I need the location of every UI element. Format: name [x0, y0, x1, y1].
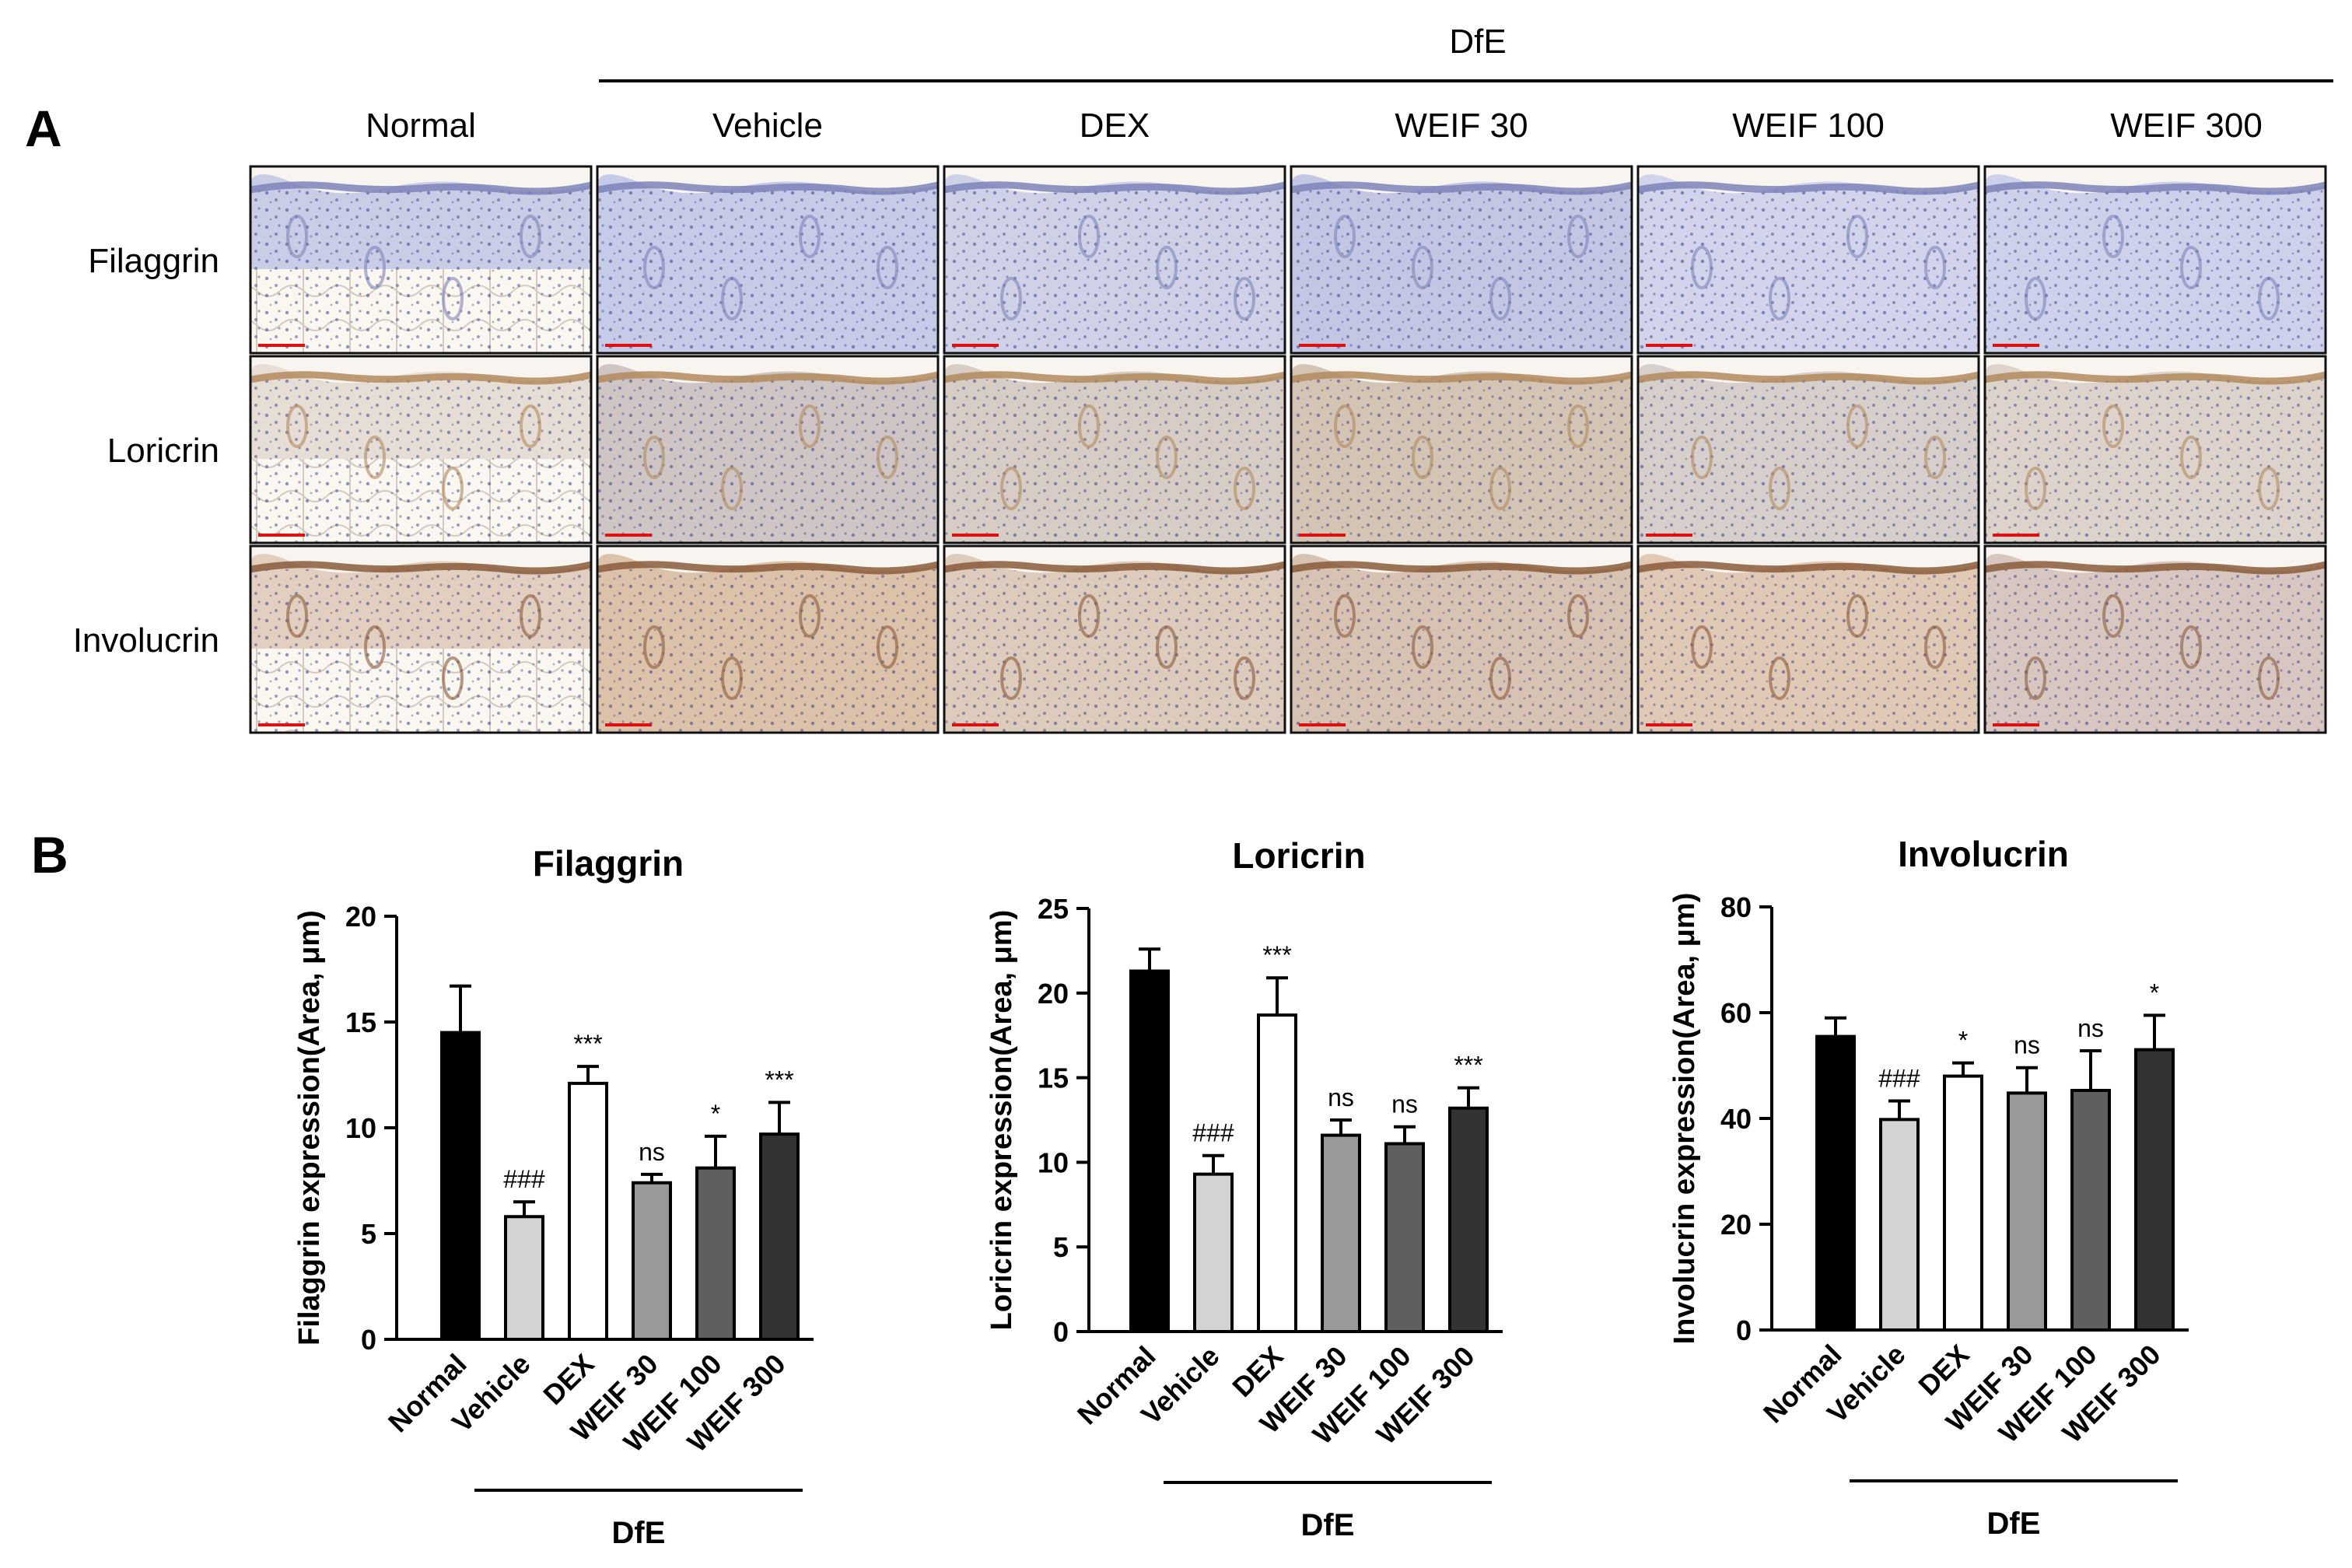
micrograph-tile — [1983, 355, 2327, 544]
significance-label: *** — [765, 1066, 793, 1094]
bar — [1943, 1074, 1983, 1332]
bar — [1193, 1172, 1234, 1333]
micrograph-tile — [943, 544, 1286, 734]
y-tick-label: 10 — [1038, 1146, 1069, 1178]
y-tick-label: 15 — [345, 1006, 376, 1038]
group-label: DfE — [612, 1516, 666, 1550]
bar-charts: Filaggrin 0 5 10 15 20 Filaggrin expression(Ar… — [293, 834, 2189, 1550]
significance-label: * — [711, 1100, 720, 1128]
significance-label: ### — [503, 1165, 545, 1193]
chart-title: Involucrin — [1898, 834, 2069, 874]
bar — [1815, 1034, 1856, 1332]
y-tick-label: 15 — [1038, 1062, 1069, 1094]
group-label: DfE — [1301, 1508, 1355, 1542]
panel-b: B Filaggrin 0 5 10 15 20 Filaggrin expression(… — [31, 826, 2189, 1550]
panel-a-group-label: DfE — [1449, 23, 1506, 61]
y-tick-label: 80 — [1720, 891, 1752, 923]
y-tick-label: 25 — [1038, 893, 1069, 925]
column-labels: Normal Vehicle DEX WEIF 30 WEIF 100 WEIF 300 — [366, 107, 2263, 145]
significance-label: ns — [1391, 1090, 1418, 1118]
chart-title: Loricrin — [1232, 835, 1365, 876]
micrograph-tile — [249, 165, 593, 355]
significance-label: ns — [2077, 1014, 2104, 1042]
micrograph-tile — [249, 544, 593, 734]
bar — [1257, 1013, 1297, 1333]
bar — [1448, 1106, 1489, 1333]
column-label: Normal — [366, 107, 476, 145]
bar — [1879, 1118, 1920, 1332]
y-tick-label: 10 — [345, 1112, 376, 1144]
bar — [759, 1132, 800, 1342]
y-tick-label: 5 — [1053, 1231, 1069, 1263]
column-label: WEIF 300 — [2110, 107, 2263, 145]
y-tick-label: 0 — [361, 1324, 376, 1356]
bar — [1384, 1142, 1425, 1333]
micrograph-tile — [1290, 355, 1633, 544]
y-axis-label: Loricrin expression(Area, μm) — [985, 910, 1018, 1331]
bar-chart-loricrin: Loricrin 0 5 10 15 20 25 Loricrin expression(Ar… — [985, 835, 1503, 1542]
panel-a: A DfE Normal Vehicle DEX WEIF 30 WEIF 100 WEI… — [25, 23, 2333, 734]
significance-label: ns — [639, 1138, 665, 1166]
bar — [2134, 1048, 2175, 1332]
micrograph-grid — [249, 165, 2327, 734]
panel-b-letter: B — [31, 826, 68, 884]
y-axis-label: Filaggrin expression(Area, μm) — [293, 910, 326, 1346]
micrograph-tile — [249, 355, 593, 544]
micrograph-tile — [1636, 165, 1980, 355]
micrograph-tile — [596, 165, 940, 355]
significance-label: ### — [1192, 1119, 1234, 1147]
micrograph-tile — [943, 165, 1286, 355]
micrograph-tile — [1983, 165, 2327, 355]
micrograph-tile — [1636, 355, 1980, 544]
significance-label: ns — [1328, 1083, 1354, 1111]
y-tick-label: 20 — [1038, 978, 1069, 1010]
y-tick-label: 0 — [1053, 1316, 1069, 1348]
bar — [504, 1215, 544, 1341]
micrograph-tile — [1290, 165, 1633, 355]
column-label: DEX — [1080, 107, 1150, 145]
chart-title: Filaggrin — [533, 843, 684, 884]
micrograph-tile — [1636, 544, 1980, 734]
bar — [440, 1031, 481, 1341]
panel-a-letter: A — [25, 100, 62, 157]
y-tick-label: 0 — [1736, 1314, 1752, 1346]
significance-label: ### — [1878, 1065, 1920, 1093]
y-tick-label: 40 — [1720, 1103, 1752, 1135]
significance-label: *** — [1454, 1052, 1482, 1080]
row-label: Filaggrin — [88, 242, 219, 280]
bar — [2007, 1091, 2047, 1332]
y-tick-label: 20 — [1720, 1209, 1752, 1241]
column-label: WEIF 30 — [1395, 107, 1528, 145]
group-label: DfE — [1987, 1507, 2041, 1541]
significance-label: *** — [573, 1030, 602, 1058]
row-label: Loricrin — [107, 432, 219, 470]
micrograph-tile — [1983, 544, 2327, 734]
micrograph-tile — [596, 544, 940, 734]
significance-label: * — [2150, 978, 2159, 1006]
row-labels: Filaggrin Loricrin Involucrin — [73, 242, 219, 660]
significance-label: * — [1958, 1027, 1968, 1055]
micrograph-tile — [943, 355, 1286, 544]
bar — [695, 1166, 736, 1342]
bar-chart-filaggrin: Filaggrin 0 5 10 15 20 Filaggrin expression(Ar… — [293, 843, 814, 1550]
column-label: Vehicle — [712, 107, 823, 145]
bar — [2070, 1088, 2111, 1332]
micrograph-tile — [596, 355, 940, 544]
micrograph-tile — [1290, 544, 1633, 734]
significance-label: *** — [1262, 941, 1291, 969]
y-tick-label: 60 — [1720, 997, 1752, 1029]
significance-label: ns — [2014, 1031, 2040, 1059]
y-tick-label: 5 — [361, 1218, 376, 1250]
column-label: WEIF 100 — [1732, 107, 1885, 145]
bar — [1129, 969, 1170, 1333]
bar-chart-involucrin: Involucrin 0 20 40 60 80 Involucrin expression… — [1668, 834, 2189, 1541]
bar — [568, 1081, 608, 1341]
bar — [1321, 1133, 1361, 1333]
y-tick-label: 20 — [345, 901, 376, 933]
row-label: Involucrin — [73, 621, 219, 660]
y-axis-label: Involucrin expression(Area, μm) — [1668, 893, 1701, 1345]
bar — [632, 1181, 672, 1341]
